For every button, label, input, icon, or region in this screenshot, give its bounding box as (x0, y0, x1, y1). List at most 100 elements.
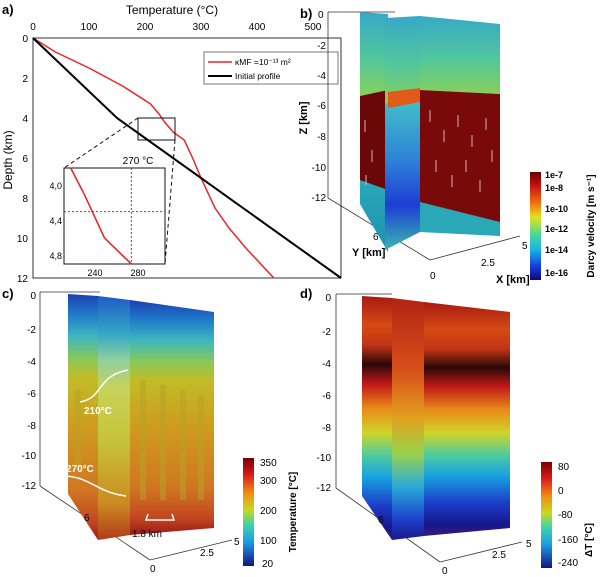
x-tick: 500 (305, 22, 322, 33)
z-tick: -12 (22, 481, 37, 492)
panel-d-label: d) (300, 286, 312, 301)
b-x-tick: 0 (430, 271, 436, 282)
c-right-wall (130, 300, 214, 535)
panel-d: d) 0 -2 -4 -6 -8 -10 -12 6 5 2.5 0 80 0 … (300, 286, 595, 577)
y-tick: 4 (22, 114, 28, 125)
z-tick: -2 (27, 325, 36, 336)
panel-a-x-ticks: 0 100 200 300 400 500 (30, 22, 322, 33)
legend-initial-label: Initial profile (235, 71, 281, 81)
cb-tick: 20 (262, 559, 274, 570)
c-front-face (98, 296, 130, 540)
inset-y-tick: 4,0 (49, 181, 62, 191)
inset-x-tick: 240 (87, 268, 102, 278)
b-x-title: X [km] (496, 274, 530, 286)
series-kmf-line (32, 37, 275, 279)
c-colorbar-ticks: 350 300 200 100 20 (260, 458, 277, 570)
y-tick: 8 (22, 194, 28, 205)
panel-a-legend: κMF =10⁻¹³ m² Initial profile (203, 51, 339, 85)
d-x-tick: 2.5 (492, 550, 506, 561)
cb-tick: 1e-10 (545, 204, 568, 214)
z-tick: -10 (317, 453, 332, 464)
d-left-wall (362, 296, 392, 540)
z-tick: -2 (317, 41, 326, 52)
cb-tick: 200 (260, 506, 277, 517)
zoom-connector (164, 139, 176, 265)
z-tick: -10 (312, 163, 327, 174)
panel-a-plot-frame (32, 37, 342, 279)
c-x-tick: 5 (234, 537, 240, 548)
panel-a-inset: 270 °C 4,0 4,4 4,8 240 280 (49, 156, 166, 278)
zoom-box (137, 117, 176, 141)
z-tick: -12 (317, 483, 332, 494)
b-colorbar-ticks: 1e-7 1e-8 1e-10 1e-12 1e-14 1e-16 (545, 170, 568, 278)
inset-x-tick: 280 (130, 268, 145, 278)
c-x-tick: 2.5 (200, 548, 214, 559)
inset-title: 270 °C (123, 156, 154, 167)
d-colorbar-ticks: 80 0 -80 -160 -240 (558, 462, 578, 569)
b-colorbar (530, 172, 541, 280)
c-x-tick: 0 (150, 564, 156, 575)
series-initial-line (32, 37, 342, 279)
x-tick: 200 (137, 22, 154, 33)
d-colorbar (541, 462, 552, 568)
c-isotherm-210 (79, 369, 129, 403)
y-tick: 12 (17, 274, 29, 285)
z-tick: -8 (317, 132, 326, 143)
panel-a-y-ticks: 0 2 4 6 8 10 12 (17, 34, 29, 285)
plume (180, 390, 186, 500)
b-axis-x (429, 235, 521, 261)
z-tick: 0 (325, 293, 331, 304)
d-colorbar-title: ΔT [°C] (584, 523, 595, 557)
b-left-wall-base (360, 180, 388, 252)
b-front-face (385, 100, 420, 250)
inset-background (63, 167, 166, 265)
panel-c-label: c) (2, 286, 14, 301)
cb-tick: 350 (260, 458, 277, 469)
d-y-tick: 6 (378, 515, 384, 526)
d-axis-x (439, 541, 523, 563)
inset-curves (64, 167, 165, 265)
plume (160, 385, 166, 500)
panel-a-x-title: Temperature (°C) (126, 3, 218, 17)
b-right-wall-lower (420, 90, 500, 228)
z-tick: -4 (27, 357, 36, 368)
b-left-wall-upper (360, 12, 388, 96)
z-tick: -12 (312, 193, 327, 204)
x-tick: 0 (30, 22, 36, 33)
legend-frame (203, 51, 339, 85)
plume (198, 395, 204, 500)
b-center-wall (385, 16, 420, 104)
b-y-tick: 6 (373, 232, 379, 243)
cb-tick: 1e-12 (545, 224, 568, 234)
b-hot-band (388, 88, 420, 108)
cb-tick: 300 (260, 476, 277, 487)
cb-tick: -240 (558, 558, 578, 569)
c-left-wall (68, 294, 98, 540)
d-z-ticks: 0 -2 -4 -6 -8 -10 -12 (317, 293, 332, 494)
b-right-wall-base (420, 202, 500, 236)
plume (75, 390, 81, 470)
c-colorbar-title: Temperature [°C] (288, 472, 299, 553)
cb-tick: 0 (558, 486, 564, 497)
b-z-ticks: -2 -4 -6 -8 -10 -12 (312, 41, 327, 204)
z-tick: -4 (317, 71, 326, 82)
c-annotation-210: 210°C (84, 406, 112, 417)
x-tick: 400 (249, 22, 266, 33)
b-y-title: Y [km] (352, 247, 386, 259)
panel-a: a) Temperature (°C) 0 100 200 300 400 50… (1, 2, 342, 285)
x-tick: 300 (193, 22, 210, 33)
cb-tick: -160 (558, 535, 578, 546)
z-tick: -6 (27, 389, 36, 400)
inset-y-tick: 4,4 (49, 216, 62, 226)
b-z-title: Z [km] (298, 101, 310, 134)
c-isotherm-270 (65, 475, 127, 497)
c-z-ticks: 0 -2 -4 -6 -8 -10 -12 (22, 291, 37, 492)
b-x-tick: 5 (522, 241, 528, 252)
z-tick: -10 (22, 451, 37, 462)
cb-tick: 1e-8 (545, 183, 563, 193)
cb-tick: 80 (558, 462, 570, 473)
c-axis-x (149, 539, 233, 561)
b-right-wall-upper (420, 16, 500, 94)
inset-y-tick: 4,8 (49, 251, 62, 261)
